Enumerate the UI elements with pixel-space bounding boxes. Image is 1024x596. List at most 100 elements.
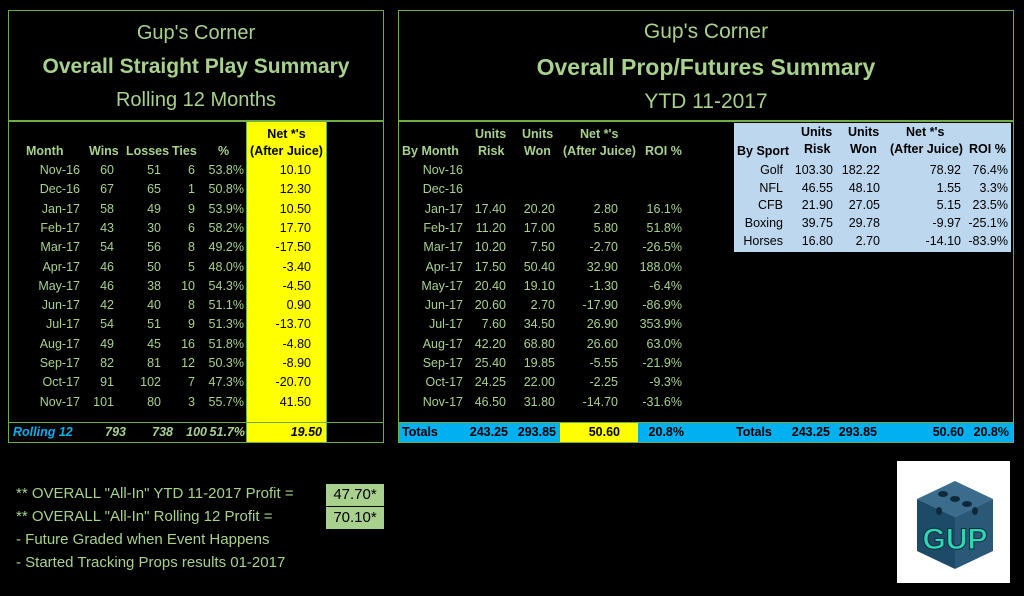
right-table-row: Feb-17 11.20 17.00 5.80 51.8%: [0, 221, 1024, 239]
right-row-won: 34.50: [523, 317, 555, 332]
left-row-wins: 49: [100, 336, 114, 351]
left-row-pct: 54.3%: [208, 278, 244, 293]
left-table-row: Apr-17 46 50 5 48.0% -3.40: [0, 260, 384, 278]
left-row-pct: 50.8%: [208, 182, 244, 197]
left-row-losses: 81: [147, 356, 161, 370]
left-row-wins: 82: [100, 356, 114, 370]
left-row-ties: 6: [188, 163, 195, 177]
left-row-ties: 12: [181, 356, 195, 370]
sport-total-roi: 20.8%: [973, 425, 1009, 439]
left-header-ties: Ties: [172, 144, 197, 158]
left-row-month: Oct-17: [42, 375, 80, 390]
sport-header-net-2: (After Juice): [890, 142, 963, 156]
left-row-net: -8.90: [282, 356, 312, 370]
right-table-row: Nov-16: [0, 163, 1024, 181]
left-table-row: Feb-17 43 30 6 58.2% 17.70: [0, 221, 384, 239]
right-row-net: 32.90: [586, 259, 618, 274]
right-header-risk-1: Units: [475, 127, 507, 141]
right-table-row: Apr-17 17.50 50.40 32.90 188.0%: [0, 260, 1024, 278]
left-header-losses: Losses: [126, 144, 170, 158]
right-row-won: 19.10: [523, 278, 555, 293]
sport-header-roi: ROI %: [969, 142, 1006, 156]
right-row-month: Dec-16: [422, 182, 463, 197]
left-total-losses: 738: [152, 425, 173, 439]
sport-row-roi: -25.1%: [968, 216, 1008, 231]
right-row-risk: 11.20: [475, 220, 506, 235]
left-row-losses: 45: [147, 336, 161, 351]
sport-row-sport: Horses: [743, 233, 783, 248]
right-title-box: [398, 10, 1014, 121]
left-row-month: Jan-17: [41, 201, 80, 216]
left-row-ties: 8: [188, 298, 195, 313]
left-row-net: 10.10: [279, 163, 311, 177]
right-row-won: 68.80: [523, 336, 555, 351]
right-row-net: -2.70: [589, 240, 619, 255]
left-row-pct: 51.1%: [208, 298, 244, 313]
left-row-ties: 1: [188, 182, 195, 197]
left-row-wins: 54: [100, 317, 114, 332]
left-row-losses: 80: [147, 394, 161, 409]
sport-header-won-1: Units: [848, 125, 880, 139]
right-row-month: Jun-17: [424, 298, 463, 313]
right-row-risk: 17.40: [474, 201, 506, 216]
right-row-won: 19.85: [523, 356, 555, 370]
right-table-row: May-17 20.40 19.10 -1.30 -6.4%: [0, 279, 1024, 297]
left-header-month: Month: [26, 144, 64, 158]
left-row-losses: 49: [147, 201, 161, 216]
right-row-risk: 17.50: [474, 259, 506, 274]
left-row-ties: 7: [188, 375, 195, 390]
right-row-month: Oct-17: [425, 375, 463, 390]
left-row-wins: 67: [100, 182, 114, 197]
right-row-won: 17.00: [523, 220, 555, 235]
left-header-net-line1: Net *'s: [267, 127, 306, 141]
logo-frame: GUP: [897, 461, 1010, 583]
left-row-month: Apr-17: [42, 259, 80, 274]
left-row-pct: 58.2%: [208, 220, 244, 235]
left-row-net: 12.30: [279, 182, 311, 197]
left-row-losses: 51: [147, 317, 161, 332]
left-row-month: Sep-17: [39, 356, 80, 370]
note-future-graded: - Future Graded when Event Happens: [16, 531, 270, 548]
left-row-wins: 54: [100, 240, 114, 255]
left-period: Rolling 12 Months: [115, 89, 277, 111]
sport-total-won: 293.85: [838, 425, 877, 439]
sport-row-risk: 39.75: [801, 216, 833, 231]
left-row-pct: 50.3%: [208, 356, 244, 370]
right-row-net: -5.55: [589, 356, 619, 370]
left-row-pct: 49.2%: [208, 240, 244, 255]
right-table-row: Jul-17 7.60 34.50 26.90 353.9%: [0, 317, 1024, 335]
right-row-net: -2.25: [589, 375, 619, 390]
right-row-risk: 42.20: [474, 336, 506, 351]
sport-table-row: CFB 21.90 27.05 5.15 23.5%: [0, 198, 1024, 215]
right-table-box: [398, 121, 1014, 443]
sport-row-roi: 3.3%: [979, 180, 1009, 195]
left-row-ties: 3: [188, 394, 195, 409]
net-col-divider-left: [246, 121, 247, 443]
left-total-row: Rolling 12 793 738 100 51.7% 19.50: [9, 423, 383, 442]
right-total-won: 293.85: [517, 425, 556, 439]
sport-header-net-1: Net *'s: [906, 125, 945, 139]
left-row-month: Mar-17: [40, 240, 80, 255]
sport-table-row: Boxing 39.75 29.78 -9.97 -25.1%: [0, 216, 1024, 233]
left-total-net: 19.50: [290, 425, 322, 439]
sport-row-net: 1.55: [936, 180, 961, 195]
left-table-row: May-17 46 38 10 54.3% -4.50: [0, 279, 384, 297]
sport-row-roi: 23.5%: [972, 198, 1008, 213]
right-total-row: Totals 243.25 293.85 50.60 20.8% Totals …: [399, 423, 1013, 442]
sport-header-risk-1: Units: [801, 125, 833, 139]
left-row-wins: 42: [100, 298, 114, 313]
right-row-roi: -9.3%: [649, 375, 682, 390]
right-total-label: Totals: [402, 425, 438, 439]
left-row-wins: 101: [93, 394, 114, 409]
right-total-net: 50.60: [588, 425, 620, 439]
right-row-risk: 46.50: [474, 394, 506, 409]
left-row-pct: 51.3%: [208, 317, 244, 332]
left-row-month: Jul-17: [45, 317, 80, 332]
left-total-divider: [8, 422, 384, 423]
right-table-row: Nov-17 46.50 31.80 -14.70 -31.6%: [0, 395, 1024, 413]
right-row-month: Mar-17: [423, 240, 463, 255]
left-total-pct: 51.7%: [209, 425, 245, 439]
right-row-roi: -86.9%: [642, 298, 682, 313]
logo-text: GUP: [922, 523, 987, 556]
left-row-net: -17.50: [275, 240, 311, 255]
